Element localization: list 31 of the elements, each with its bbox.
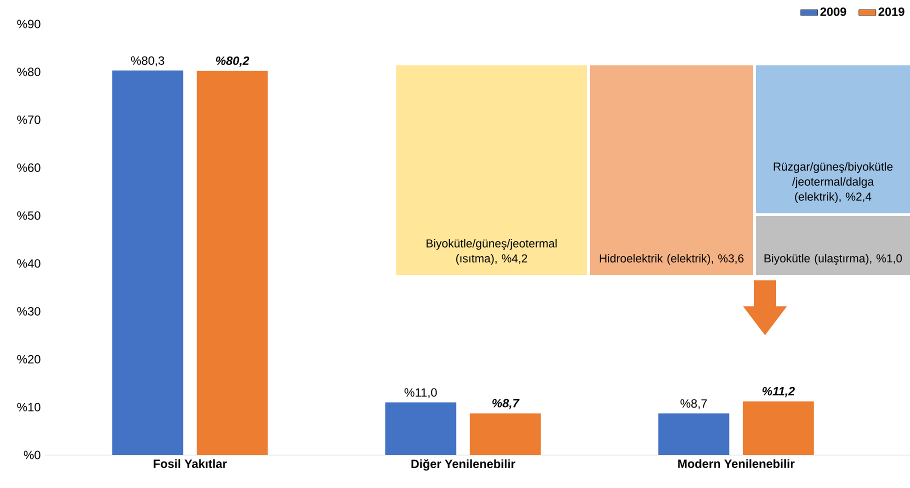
bar [742, 401, 814, 455]
bar [658, 413, 730, 455]
y-tick-label: %60 [17, 163, 40, 172]
bar [385, 402, 456, 455]
y-tick-label: %20 [17, 354, 40, 364]
bar [470, 413, 541, 455]
data-label: %80,2 [216, 56, 250, 67]
y-tick-label: %40 [17, 259, 40, 268]
y-tick-label: %30 [17, 307, 40, 316]
y-tick-label: %80 [17, 68, 40, 76]
bar [196, 70, 268, 455]
legend-label: 2019 [878, 7, 904, 16]
data-label: %8,7 [680, 399, 707, 410]
x-tick-label: Modern Yenilenebilir [678, 459, 795, 468]
data-label: %11,2 [762, 386, 795, 398]
annotation: Rüzgar/güneş/biyokütle /jeotermal/dalga (elektrik), %2,4 [774, 162, 893, 203]
x-tick-label: Diğer Yenilenebilir [411, 459, 516, 471]
y-tick-label: %70 [17, 116, 40, 124]
x-tick-label: Fosil Yakıtlar [154, 459, 227, 468]
annotation: Biyokütle (ulaştırma), %1,0 [764, 254, 902, 265]
annotation: Hidroelektrik (elektrik), %3,6 [600, 254, 744, 265]
y-tick-label: %50 [17, 211, 40, 220]
legend-label: 2009 [820, 7, 846, 16]
data-label: %8,7 [492, 398, 520, 410]
y-tick-label: %90 [17, 20, 40, 28]
bar [112, 70, 184, 455]
annotation: Biyokütle/güneş/jeotermal (ısıtma), %4,2 [426, 239, 557, 265]
data-label: %80,3 [131, 56, 164, 66]
data-label: %11,0 [404, 388, 437, 398]
y-tick-label: %0 [24, 450, 40, 460]
y-tick-label: %10 [17, 402, 40, 412]
